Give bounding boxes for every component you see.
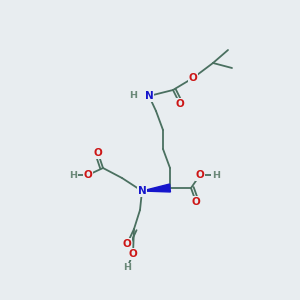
Text: O: O xyxy=(129,249,137,259)
Text: O: O xyxy=(176,99,184,109)
Text: O: O xyxy=(94,148,102,158)
Text: N: N xyxy=(145,91,153,101)
Polygon shape xyxy=(142,184,170,192)
Text: O: O xyxy=(123,239,131,249)
Text: N: N xyxy=(138,186,146,196)
Text: O: O xyxy=(189,73,197,83)
Text: H: H xyxy=(123,263,131,272)
Text: O: O xyxy=(84,170,92,180)
Text: O: O xyxy=(196,170,204,180)
Text: H: H xyxy=(129,92,137,100)
Text: H: H xyxy=(69,170,77,179)
Text: H: H xyxy=(212,170,220,179)
Text: O: O xyxy=(192,197,200,207)
